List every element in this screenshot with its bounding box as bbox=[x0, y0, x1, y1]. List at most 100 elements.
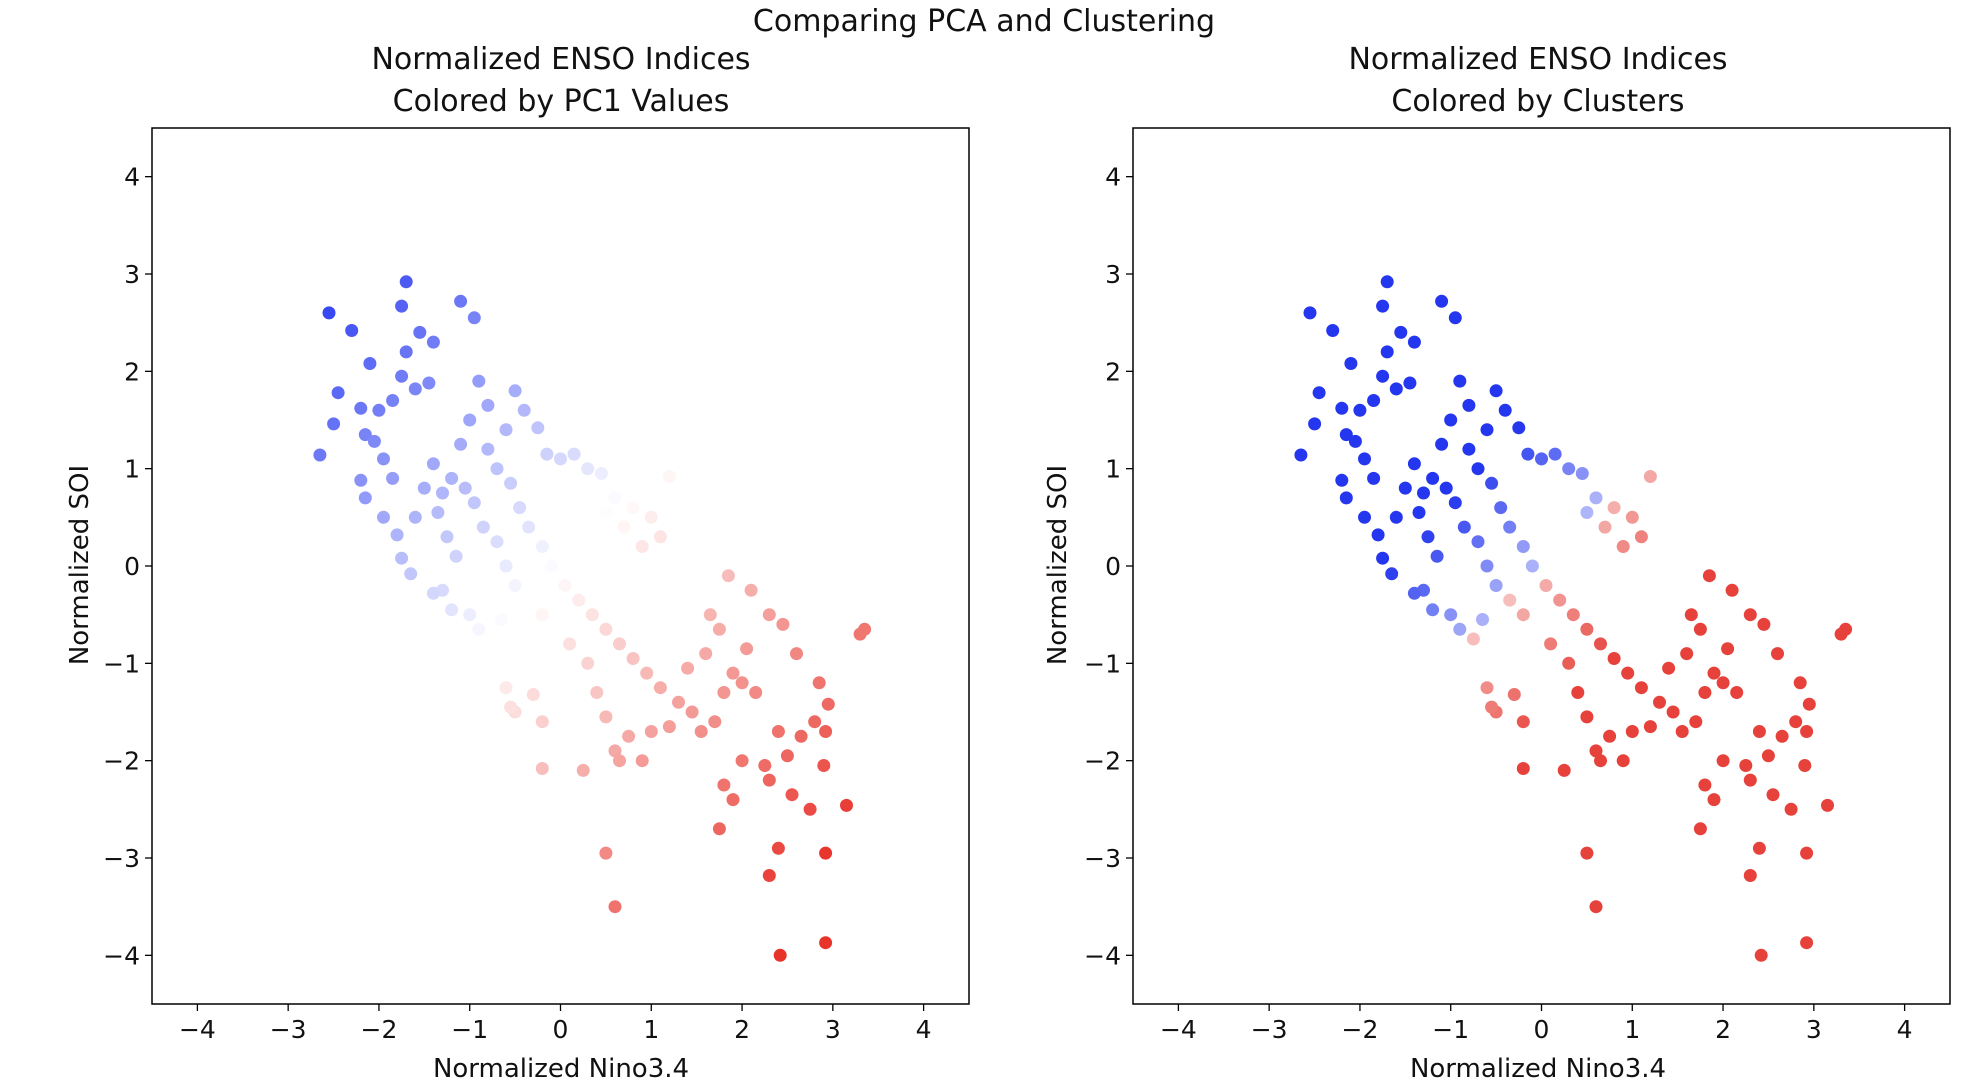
scatter-point bbox=[495, 613, 508, 626]
scatter-point bbox=[662, 720, 676, 734]
scatter-point bbox=[662, 470, 676, 483]
scatter-point bbox=[1580, 710, 1594, 724]
scatter-point bbox=[367, 434, 381, 448]
x-tick-label: −3 bbox=[270, 1015, 307, 1044]
scatter-point bbox=[1707, 793, 1721, 807]
scatter-point bbox=[1367, 394, 1381, 407]
scatter-point bbox=[1643, 470, 1657, 483]
scatter-point bbox=[1453, 622, 1467, 636]
scatter-point bbox=[377, 510, 390, 524]
scatter-point bbox=[445, 603, 459, 617]
scatter-point bbox=[1789, 715, 1803, 729]
y-tick-label: −4 bbox=[103, 941, 140, 970]
scatter-point bbox=[1580, 846, 1594, 860]
scatter-point bbox=[544, 559, 558, 573]
scatter-point bbox=[708, 715, 722, 729]
scatter-point bbox=[1358, 510, 1371, 524]
scatter-point bbox=[626, 501, 640, 515]
scatter-point bbox=[490, 462, 504, 476]
y-tick-label: 3 bbox=[1105, 260, 1121, 289]
scatter-point bbox=[436, 486, 449, 500]
scatter-point bbox=[613, 754, 626, 768]
scatter-point bbox=[445, 471, 459, 485]
scatter-point bbox=[1598, 520, 1612, 534]
scatter-point bbox=[1371, 528, 1385, 542]
scatter-point bbox=[499, 559, 513, 573]
x-tick-label: 2 bbox=[734, 1015, 750, 1044]
scatter-point bbox=[395, 551, 409, 565]
scatter-point bbox=[1761, 749, 1775, 763]
scatter-point bbox=[1394, 325, 1408, 339]
x-tick-label: 3 bbox=[825, 1015, 841, 1044]
scatter-point bbox=[1698, 686, 1712, 699]
scatter-point bbox=[1367, 471, 1381, 485]
scatter-point bbox=[499, 423, 513, 437]
scatter-point bbox=[1435, 437, 1449, 451]
scatter-point bbox=[535, 762, 549, 775]
scatter-point bbox=[1498, 403, 1512, 417]
scatter-point bbox=[749, 686, 763, 699]
scatter-point bbox=[1516, 540, 1530, 553]
scatter-point bbox=[1800, 846, 1814, 860]
scatter-point bbox=[476, 520, 490, 534]
scatter-point bbox=[581, 462, 595, 476]
scatter-point bbox=[490, 535, 504, 549]
scatter-point bbox=[773, 948, 787, 962]
scatter-point bbox=[1752, 725, 1766, 738]
scatter-point bbox=[780, 749, 794, 763]
scatter-point bbox=[1462, 442, 1476, 456]
scatter-point bbox=[1557, 763, 1571, 777]
scatter-point bbox=[1752, 841, 1766, 855]
scatter-point bbox=[1380, 275, 1394, 289]
scatter-point bbox=[1616, 540, 1630, 553]
scatter-point bbox=[1435, 294, 1449, 308]
x-tick-label: −3 bbox=[1251, 1015, 1288, 1044]
scatter-point bbox=[1539, 579, 1553, 592]
scatter-point bbox=[594, 467, 608, 480]
y-tick-label: 1 bbox=[124, 455, 140, 484]
scatter-point bbox=[712, 622, 726, 636]
scatter-point bbox=[1489, 384, 1503, 398]
y-tick-label: −1 bbox=[103, 649, 140, 678]
scatter-point bbox=[640, 666, 654, 680]
scatter-point bbox=[1571, 686, 1585, 699]
scatter-point bbox=[481, 442, 495, 456]
scatter-point bbox=[1335, 473, 1349, 487]
y-tick-label: −3 bbox=[1084, 844, 1121, 873]
scatter-point bbox=[635, 540, 649, 553]
y-tick-label: −1 bbox=[1084, 649, 1121, 678]
x-tick-label: 2 bbox=[1715, 1015, 1731, 1044]
scatter-point bbox=[1589, 900, 1603, 914]
scatter-point bbox=[1448, 311, 1462, 325]
scatter-point bbox=[449, 549, 463, 563]
scatter-point bbox=[819, 725, 833, 738]
scatter-point bbox=[1739, 759, 1753, 772]
y-tick-label: 4 bbox=[124, 163, 140, 192]
scatter-point bbox=[372, 403, 386, 417]
scatter-point bbox=[1407, 457, 1421, 471]
scatter-point bbox=[408, 510, 422, 524]
scatter-point bbox=[404, 567, 418, 581]
scatter-point bbox=[386, 471, 400, 485]
scatter-point bbox=[726, 793, 740, 807]
scatter-point bbox=[395, 299, 409, 313]
scatter-point bbox=[1326, 324, 1340, 337]
y-tick-label: 3 bbox=[124, 260, 140, 289]
scatter-point bbox=[331, 386, 345, 400]
scatter-point bbox=[1757, 617, 1771, 631]
scatter-point bbox=[790, 647, 803, 661]
x-tick-label: 3 bbox=[1806, 1015, 1822, 1044]
plot-area-pc1: −4 −3 −2 −1 0 1 2 3 4 −4 −3 −2 −1 0 1 2 3 4 bbox=[103, 127, 970, 1044]
scatter-point bbox=[717, 778, 731, 792]
scatter-point bbox=[1594, 637, 1607, 651]
scatter-point bbox=[1716, 676, 1730, 690]
scatter-point bbox=[504, 700, 518, 714]
scatter-point bbox=[699, 647, 713, 661]
scatter-point bbox=[463, 608, 477, 622]
scatter-point bbox=[808, 715, 822, 729]
x-tick-label: −1 bbox=[451, 1015, 488, 1044]
scatter-point bbox=[681, 661, 695, 675]
scatter-point bbox=[744, 583, 758, 597]
scatter-point bbox=[653, 681, 667, 695]
